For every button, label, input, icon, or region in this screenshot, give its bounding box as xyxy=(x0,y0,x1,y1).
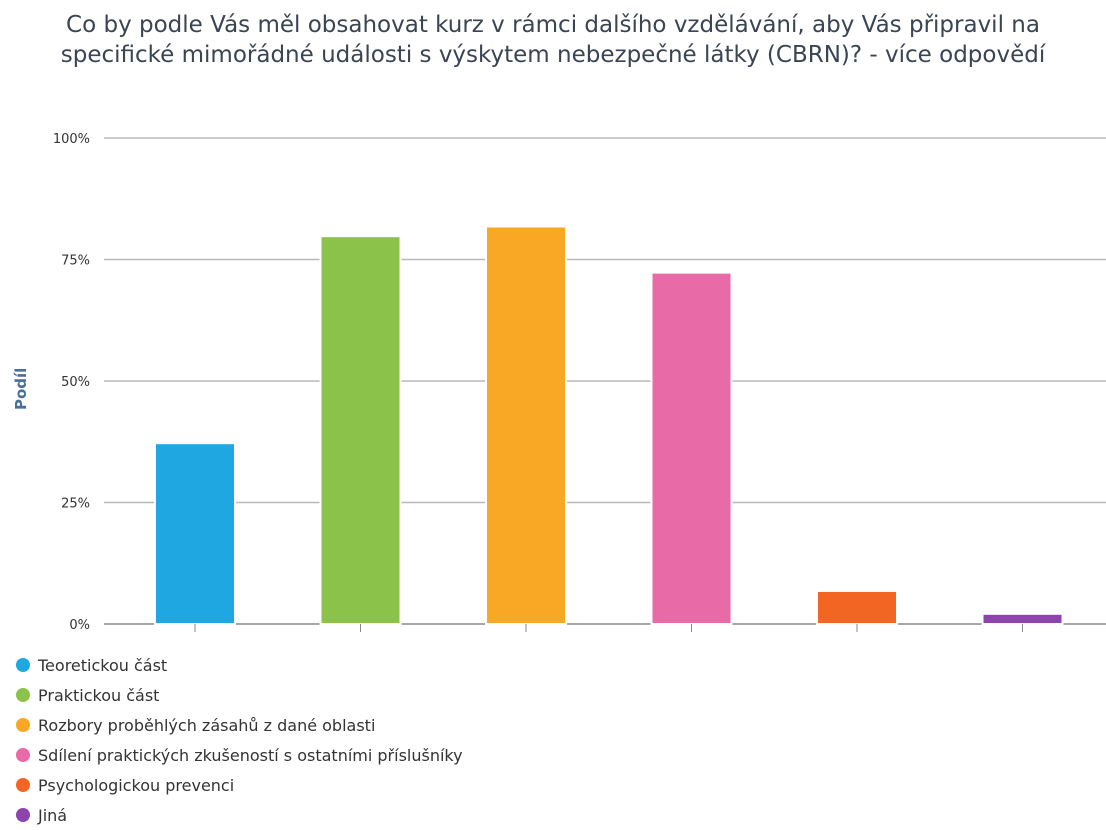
y-tick-label: 75% xyxy=(61,254,90,269)
legend-label: Teoretickou část xyxy=(38,655,168,675)
legend-marker xyxy=(16,658,30,672)
legend-marker xyxy=(16,718,30,732)
legend-item[interactable]: Praktickou část xyxy=(16,680,463,710)
legend-label: Praktickou část xyxy=(38,685,160,705)
legend-label: Rozbory proběhlých zásahů z dané oblasti xyxy=(38,715,376,735)
y-tick-label: 50% xyxy=(61,375,90,390)
legend-marker xyxy=(16,688,30,702)
y-tick-label: 0% xyxy=(69,618,90,633)
legend-item[interactable]: Teoretickou část xyxy=(16,650,463,680)
legend-marker xyxy=(16,778,30,792)
chart-title: Co by podle Vás měl obsahovat kurz v rám… xyxy=(60,12,1046,68)
y-tick-label: 100% xyxy=(53,132,90,147)
legend-marker xyxy=(16,748,30,762)
legend-item[interactable]: Rozbory proběhlých zásahů z dané oblasti xyxy=(16,710,463,740)
bar xyxy=(154,442,236,626)
legend-label: Jiná xyxy=(38,805,68,825)
bar xyxy=(650,271,733,625)
legend-label: Sdílení praktických zkušeností s ostatní… xyxy=(38,745,463,765)
legend: Teoretickou část Praktickou část Rozbory p… xyxy=(16,650,463,830)
bar xyxy=(485,225,567,625)
legend-label: Psychologickou prevenci xyxy=(38,775,235,795)
y-tick-label: 25% xyxy=(61,497,90,512)
bar xyxy=(319,235,402,625)
bar xyxy=(816,589,898,626)
legend-item[interactable]: Jiná xyxy=(16,800,463,830)
legend-marker xyxy=(16,808,30,822)
legend-item[interactable]: Sdílení praktických zkušeností s ostatní… xyxy=(16,740,463,770)
legend-item[interactable]: Psychologickou prevenci xyxy=(16,770,463,800)
bar xyxy=(981,612,1064,626)
